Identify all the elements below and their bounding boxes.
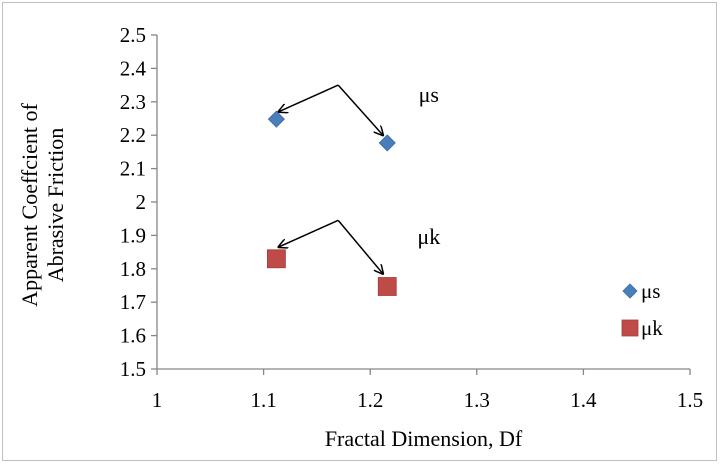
- x-tick-label: 1.4: [570, 388, 597, 412]
- y-tick-label: 2.3: [120, 90, 146, 114]
- annotations: μs μk: [417, 82, 440, 249]
- annotation-arrow: [337, 84, 383, 135]
- x-tick-label: 1.3: [464, 388, 490, 412]
- data-point-mu-s: [267, 110, 285, 128]
- data-point-mu-s: [378, 134, 396, 152]
- y-tick-label: 2.2: [120, 123, 146, 147]
- data-point-mu-k: [266, 249, 286, 269]
- y-tick-label: 1.9: [120, 223, 146, 247]
- x-tick-label: 1.5: [677, 388, 703, 412]
- x-tick-label: 1: [152, 388, 163, 412]
- tick-labels: 1.5 1.6 1.7 1.8 1.9 2 2.1 2.2 2.3 2.4 2.5 1 1.1 1.2 1.…: [120, 23, 703, 412]
- y-tick-label: 2: [136, 190, 147, 214]
- legend-label-mu-k: μk: [641, 316, 663, 340]
- y-tick-label: 1.8: [120, 257, 146, 281]
- y-axis-title-line: Apparent Coeffcient of: [17, 103, 42, 307]
- data-points: [266, 110, 397, 296]
- annotation-arrow: [337, 219, 383, 273]
- annotation-arrow: [279, 219, 339, 247]
- legend-label-mu-s: μs: [641, 279, 660, 303]
- data-point-mu-k: [377, 277, 397, 296]
- y-tick-label: 2.5: [120, 23, 146, 47]
- legend: μs μk: [621, 279, 663, 340]
- chart-frame: [2, 2, 717, 461]
- annotation-label: μs: [419, 82, 439, 107]
- annotation-arrow: [279, 84, 339, 112]
- x-tick-label: 1.2: [357, 388, 383, 412]
- x-tick-label: 1.1: [250, 388, 276, 412]
- y-tick-label: 2.4: [120, 56, 147, 80]
- y-tick-label: 2.1: [120, 157, 146, 181]
- x-axis-title: Fractal Dimension, Df: [325, 426, 523, 451]
- annotation-label: μk: [417, 224, 440, 249]
- y-tick-label: 1.5: [120, 357, 146, 381]
- legend-marker-mu-k: [621, 319, 639, 337]
- y-tick-label: 1.6: [120, 324, 146, 348]
- legend-marker-mu-s: [622, 283, 638, 299]
- y-tick-label: 1.7: [120, 290, 146, 314]
- annotation-arrows: [279, 84, 383, 274]
- axis-titles: Fractal Dimension, Df Apparent Coeffcient…: [17, 103, 523, 451]
- axes: [151, 34, 691, 375]
- y-axis-title-line: Abrasive Friction: [43, 128, 68, 283]
- y-axis-title: Apparent Coeffcient ofAbrasive Friction: [17, 103, 68, 307]
